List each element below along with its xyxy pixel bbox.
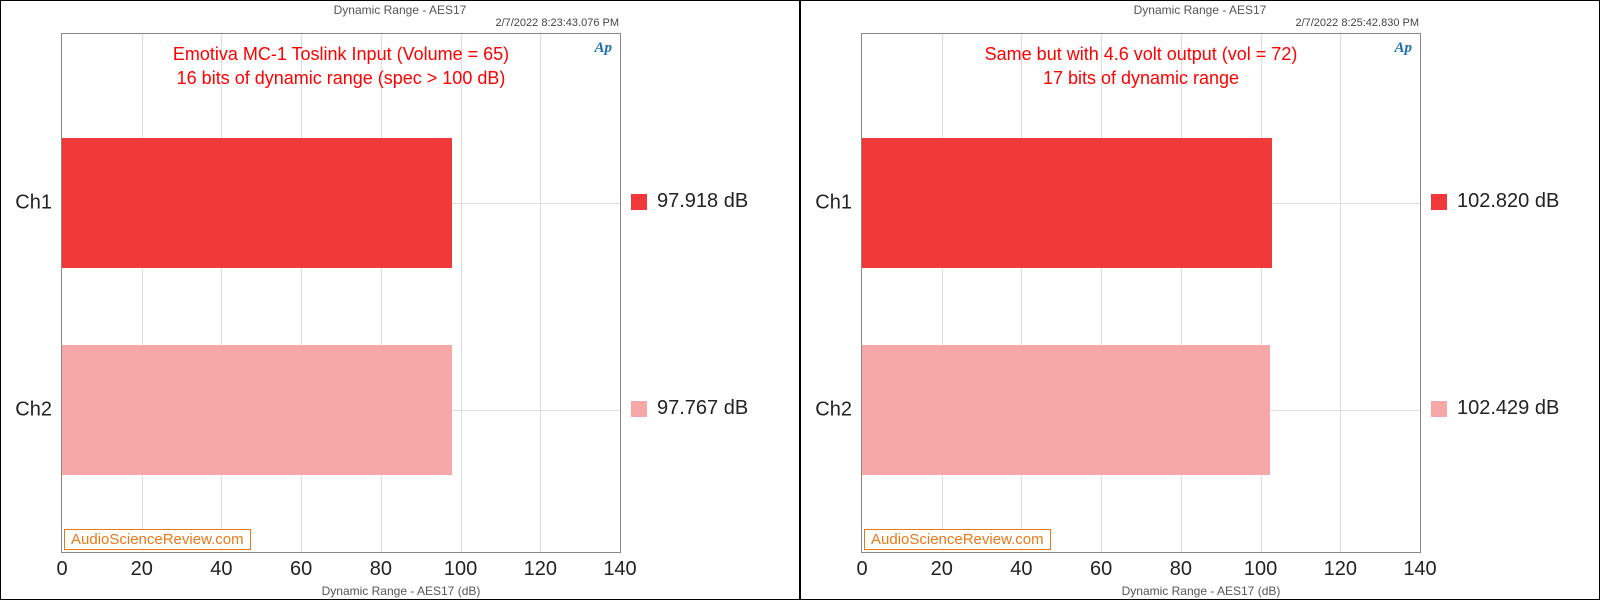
legend-swatch: [1431, 401, 1447, 417]
ap-logo-icon: Ap: [592, 40, 614, 57]
x-tick: 120: [1324, 552, 1357, 581]
x-axis-label: Dynamic Range - AES17 (dB): [1, 584, 801, 598]
y-tick: Ch2: [815, 399, 862, 422]
gridline-v: [461, 34, 462, 552]
x-tick: 60: [1090, 552, 1112, 581]
x-tick: 100: [444, 552, 477, 581]
x-tick: 0: [856, 552, 867, 581]
plot-area: 020406080100120140Ch1Ch2Emotiva MC-1 Tos…: [61, 33, 621, 553]
x-tick: 80: [1170, 552, 1192, 581]
bar-ch1: [862, 138, 1272, 268]
x-tick: 40: [210, 552, 232, 581]
x-tick: 140: [603, 552, 636, 581]
x-tick: 120: [524, 552, 557, 581]
annotation-line2: 16 bits of dynamic range (spec > 100 dB): [62, 66, 620, 90]
timestamp: 2/7/2022 8:23:43.076 PM: [495, 17, 619, 29]
legend-swatch: [1431, 194, 1447, 210]
timestamp: 2/7/2022 8:25:42.830 PM: [1295, 17, 1419, 29]
bar-ch2: [862, 345, 1270, 475]
legend-swatch: [631, 194, 647, 210]
bar-ch1: [62, 138, 452, 268]
watermark: AudioScienceReview.com: [64, 529, 251, 550]
value-text: 97.767 dB: [657, 397, 748, 420]
panel-0: Dynamic Range - AES172/7/2022 8:23:43.07…: [0, 0, 800, 600]
chart-container: Dynamic Range - AES172/7/2022 8:23:43.07…: [0, 0, 1600, 600]
gridline-v: [540, 34, 541, 552]
annotation-line1: Same but with 4.6 volt output (vol = 72): [862, 42, 1420, 66]
plot-area: 020406080100120140Ch1Ch2Same but with 4.…: [861, 33, 1421, 553]
value-text: 97.918 dB: [657, 190, 748, 213]
value-label: 102.820 dB: [1431, 190, 1559, 213]
value-text: 102.820 dB: [1457, 190, 1559, 213]
panel-1: Dynamic Range - AES172/7/2022 8:25:42.83…: [800, 0, 1600, 600]
value-label: 97.918 dB: [631, 190, 748, 213]
ap-logo-icon: Ap: [1392, 40, 1414, 57]
watermark: AudioScienceReview.com: [864, 529, 1051, 550]
x-tick: 100: [1244, 552, 1277, 581]
y-tick: Ch2: [15, 399, 62, 422]
x-tick: 20: [931, 552, 953, 581]
value-label: 102.429 dB: [1431, 397, 1559, 420]
panel-header-title: Dynamic Range - AES17: [1, 3, 799, 17]
panel-header-title: Dynamic Range - AES17: [801, 3, 1599, 17]
value-text: 102.429 dB: [1457, 397, 1559, 420]
x-tick: 60: [290, 552, 312, 581]
annotation: Same but with 4.6 volt output (vol = 72)…: [862, 42, 1420, 91]
x-tick: 140: [1403, 552, 1436, 581]
gridline-v: [1340, 34, 1341, 552]
bar-ch2: [62, 345, 452, 475]
legend-swatch: [631, 401, 647, 417]
value-label: 97.767 dB: [631, 397, 748, 420]
annotation: Emotiva MC-1 Toslink Input (Volume = 65)…: [62, 42, 620, 91]
x-axis-label: Dynamic Range - AES17 (dB): [801, 584, 1600, 598]
annotation-line1: Emotiva MC-1 Toslink Input (Volume = 65): [62, 42, 620, 66]
y-tick: Ch1: [815, 192, 862, 215]
x-tick: 0: [56, 552, 67, 581]
x-tick: 80: [370, 552, 392, 581]
x-tick: 20: [131, 552, 153, 581]
annotation-line2: 17 bits of dynamic range: [862, 66, 1420, 90]
y-tick: Ch1: [15, 192, 62, 215]
x-tick: 40: [1010, 552, 1032, 581]
